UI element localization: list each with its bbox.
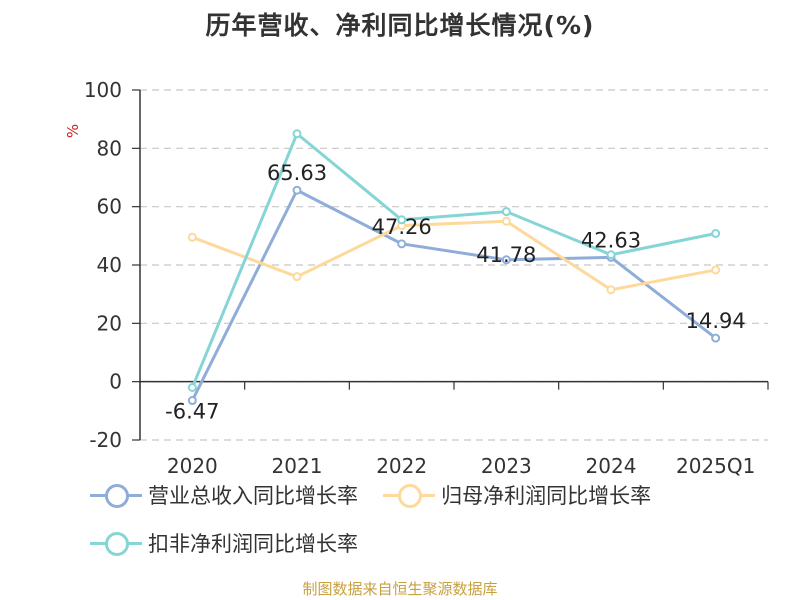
data-point-1	[606, 285, 616, 295]
legend: 营业总收入同比增长率 归母净利润同比增长率 扣非净利润同比增长率	[90, 478, 790, 574]
data-point-0	[501, 255, 511, 265]
y-tick-label: 80	[97, 136, 122, 160]
legend-label-revenue: 营业总收入同比增长率	[148, 484, 358, 508]
x-tick-label: 2022	[376, 454, 427, 478]
data-point-2	[606, 250, 616, 260]
x-tick-label: 2020	[167, 454, 218, 478]
data-point-0	[292, 185, 302, 195]
y-tick-label: -20	[89, 428, 122, 452]
y-tick-label: 20	[97, 311, 122, 335]
data-point-2	[397, 215, 407, 225]
y-tick-label: 60	[97, 195, 122, 219]
legend-swatch-net-profit	[383, 478, 436, 512]
series-line-2	[190, 132, 716, 389]
data-point-0	[187, 396, 197, 406]
data-label: 47.26	[372, 215, 432, 239]
x-tick-label: 2023	[481, 454, 532, 478]
data-point-1	[187, 232, 197, 242]
data-label: -6.47	[165, 400, 219, 424]
data-label: 41.78	[476, 243, 536, 267]
data-point-2	[187, 383, 197, 392]
data-point-0	[397, 239, 407, 249]
data-point-2	[711, 229, 721, 238]
y-tick-label: 0	[109, 370, 122, 394]
data-point-2	[292, 129, 302, 139]
series-line-1	[191, 219, 716, 292]
legend-item-net-profit[interactable]: 归母净利润同比增长率	[383, 478, 651, 512]
x-tick-label: 2025Q1	[676, 454, 755, 478]
chart-title: 历年营收、净利同比增长情况(%)	[205, 11, 595, 40]
legend-swatch-deducted-profit	[90, 526, 142, 560]
y-tick-label: 40	[97, 253, 122, 277]
x-tick-label: 2024	[586, 454, 637, 478]
x-tick-label: 2021	[272, 454, 323, 478]
source-note: 制图数据来自恒生聚源数据库	[302, 580, 498, 598]
data-point-2	[501, 207, 511, 217]
legend-item-revenue[interactable]: 营业总收入同比增长率	[90, 478, 358, 512]
series-line-0	[190, 188, 717, 402]
data-point-1	[292, 272, 302, 282]
data-label: 14.94	[686, 309, 746, 333]
data-point-0	[711, 333, 721, 343]
data-label: 65.63	[267, 161, 327, 185]
legend-label-net-profit: 归母净利润同比增长率	[441, 484, 652, 508]
data-point-1	[501, 216, 511, 226]
data-point-1	[711, 265, 721, 275]
legend-item-deducted-profit[interactable]: 扣非净利润同比增长率	[90, 526, 358, 560]
data-label: 42.63	[581, 228, 641, 252]
y-tick-label: 100	[84, 78, 122, 102]
legend-swatch-revenue	[90, 478, 142, 512]
legend-label-deducted-profit: 扣非净利润同比增长率	[148, 532, 358, 556]
